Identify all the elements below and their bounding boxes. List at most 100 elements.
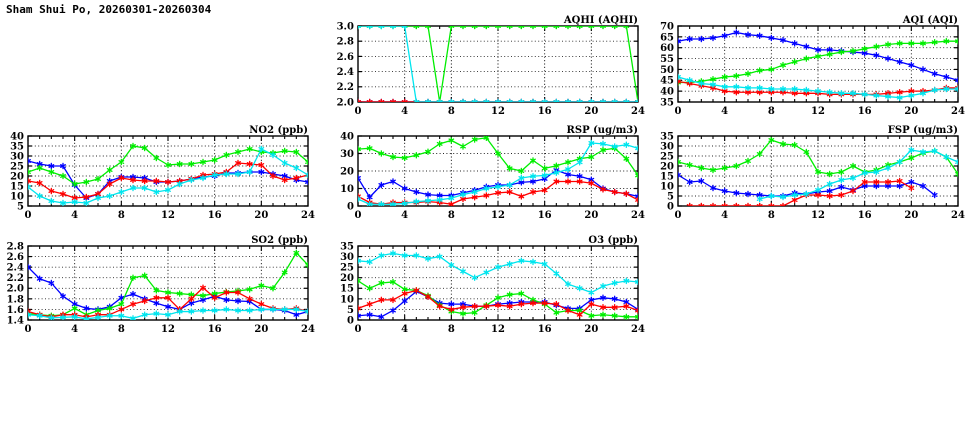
x-tick-label: 24 bbox=[631, 210, 645, 221]
x-tick-label: 20 bbox=[584, 324, 598, 335]
x-tick-label: 0 bbox=[675, 106, 682, 117]
y-tick-label: 35 bbox=[340, 241, 354, 252]
plot-title-aqi: AQI (AQI) bbox=[902, 15, 958, 26]
y-tick-label: 40 bbox=[660, 87, 674, 98]
y-tick-label: 15 bbox=[340, 284, 354, 295]
x-tick-label: 24 bbox=[951, 106, 965, 117]
series-aqi-3 bbox=[678, 73, 958, 101]
gridlines-aqhi bbox=[358, 26, 638, 102]
x-tick-label: 16 bbox=[858, 210, 872, 221]
y-tick-label: 30 bbox=[10, 151, 24, 162]
x-tick-label: 20 bbox=[904, 106, 918, 117]
y-tick-label: 10 bbox=[340, 184, 354, 195]
ticks-no2 bbox=[27, 135, 309, 207]
y-tick-label: 10 bbox=[660, 181, 674, 192]
x-tick-label: 8 bbox=[768, 210, 775, 221]
gridlines-o3 bbox=[358, 246, 638, 320]
x-tick-label: 12 bbox=[161, 324, 175, 335]
x-tick-labels-rsp: 0 4 8 12 16 20 24 bbox=[355, 210, 645, 221]
chart-panel-o3: O3 (ppb) 0 5 10 15 20 25 30 35 0 4 8 12 16 20 24 bbox=[330, 232, 650, 342]
y-tick-label: 65 bbox=[660, 32, 674, 43]
y-tick-label: 70 bbox=[660, 21, 674, 32]
series-rsp-1 bbox=[358, 136, 638, 179]
x-tick-label: 8 bbox=[118, 210, 125, 221]
y-tick-label: 5 bbox=[347, 305, 354, 316]
y-tick-label: 2.2 bbox=[337, 82, 354, 93]
y-tick-label: 35 bbox=[10, 141, 24, 152]
x-tick-label: 24 bbox=[301, 324, 315, 335]
y-tick-label: 2.4 bbox=[7, 263, 24, 274]
y-tick-label: 2.6 bbox=[337, 52, 354, 63]
y-tick-label: 35 bbox=[660, 131, 674, 142]
y-tick-label: 0 bbox=[667, 201, 674, 212]
x-tick-labels-fsp: 0 4 8 12 16 20 24 bbox=[675, 210, 965, 221]
y-tick-label: 0 bbox=[347, 201, 354, 212]
x-tick-label: 16 bbox=[208, 210, 222, 221]
x-tick-label: 24 bbox=[951, 210, 965, 221]
plot-title-o3: O3 (ppb) bbox=[588, 235, 638, 246]
y-tick-label: 1.8 bbox=[7, 294, 24, 305]
x-tick-label: 0 bbox=[355, 324, 362, 335]
plot-title-no2: NO2 (ppb) bbox=[249, 125, 308, 136]
series-so2-3 bbox=[28, 306, 308, 320]
x-tick-label: 20 bbox=[254, 324, 268, 335]
y-tick-label: 50 bbox=[660, 65, 674, 76]
x-tick-labels-aqi: 0 4 8 12 16 20 24 bbox=[675, 106, 965, 117]
y-tick-label: 3.0 bbox=[337, 21, 354, 32]
y-tick-labels-so2: 1.41.61.82.02.22.42.62.8 bbox=[7, 241, 24, 326]
y-tick-label: 25 bbox=[10, 161, 24, 172]
x-tick-label: 24 bbox=[631, 106, 645, 117]
y-tick-label: 45 bbox=[660, 76, 674, 87]
y-tick-label: 30 bbox=[660, 141, 674, 152]
chart-panel-aqi: AQI (AQI) 35 40 45 50 55 60 65 70 0 4 8 12 16 20 24 bbox=[650, 12, 972, 124]
series-rsp-3 bbox=[358, 139, 638, 206]
x-tick-label: 16 bbox=[208, 324, 222, 335]
chart-panel-no2: NO2 (ppb) 5 10 15 20 25 30 35 40 0 4 8 12 16 20 24 bbox=[0, 122, 320, 228]
x-tick-labels-so2: 0 4 8 12 16 20 24 bbox=[25, 324, 315, 335]
plot-svg-so2: SO2 (ppb)1.41.61.82.02.22.42.62.80 4 8 12 16… bbox=[7, 235, 315, 335]
ticks-aqi bbox=[677, 25, 959, 103]
chart-panel-so2: SO2 (ppb) 1.4 1.6 1.8 2.0 2.2 2.4 2.6 2.8 0 4 8 12 16… bbox=[0, 232, 320, 342]
plot-title-so2: SO2 (ppb) bbox=[251, 235, 308, 246]
x-tick-label: 16 bbox=[538, 324, 552, 335]
y-tick-label: 5 bbox=[667, 191, 674, 202]
y-tick-label: 20 bbox=[340, 273, 354, 284]
x-tick-label: 20 bbox=[254, 210, 268, 221]
y-tick-label: 40 bbox=[340, 131, 354, 142]
y-tick-label: 2.6 bbox=[7, 252, 24, 263]
x-tick-label: 24 bbox=[301, 210, 315, 221]
y-tick-label: 20 bbox=[340, 166, 354, 177]
x-tick-label: 4 bbox=[401, 210, 408, 221]
x-tick-label: 0 bbox=[25, 324, 32, 335]
x-tick-labels-aqhi: 0 4 8 12 16 20 24 bbox=[355, 106, 645, 117]
x-tick-label: 12 bbox=[491, 324, 505, 335]
y-tick-label: 30 bbox=[340, 252, 354, 263]
y-tick-label: 10 bbox=[340, 294, 354, 305]
x-tick-label: 16 bbox=[538, 106, 552, 117]
series-no2-3 bbox=[28, 145, 308, 206]
plot-svg-aqhi: AQHI (AQHI) 2.0 2.2 2.4 2.6 2.8 3.0 0 4 8 12 16 20 24 bbox=[337, 15, 645, 117]
y-tick-label: 30 bbox=[340, 149, 354, 160]
y-tick-labels-rsp: 0 10 20 30 40 bbox=[340, 131, 354, 212]
y-tick-label: 2.4 bbox=[337, 67, 354, 78]
x-tick-label: 4 bbox=[401, 324, 408, 335]
series-o3-3 bbox=[358, 250, 638, 296]
y-tick-label: 5 bbox=[17, 201, 24, 212]
x-tick-label: 20 bbox=[584, 106, 598, 117]
x-tick-label: 20 bbox=[584, 210, 598, 221]
x-tick-labels-no2: 0 4 8 12 16 20 24 bbox=[25, 210, 315, 221]
x-tick-label: 8 bbox=[448, 106, 455, 117]
x-tick-label: 16 bbox=[858, 106, 872, 117]
x-tick-label: 24 bbox=[631, 324, 645, 335]
y-tick-label: 20 bbox=[660, 161, 674, 172]
series-o3-2 bbox=[358, 287, 638, 318]
y-tick-label: 2.8 bbox=[337, 37, 354, 48]
plot-title-rsp: RSP (ug/m3) bbox=[567, 125, 638, 136]
y-tick-label: 10 bbox=[10, 191, 24, 202]
x-tick-label: 20 bbox=[904, 210, 918, 221]
